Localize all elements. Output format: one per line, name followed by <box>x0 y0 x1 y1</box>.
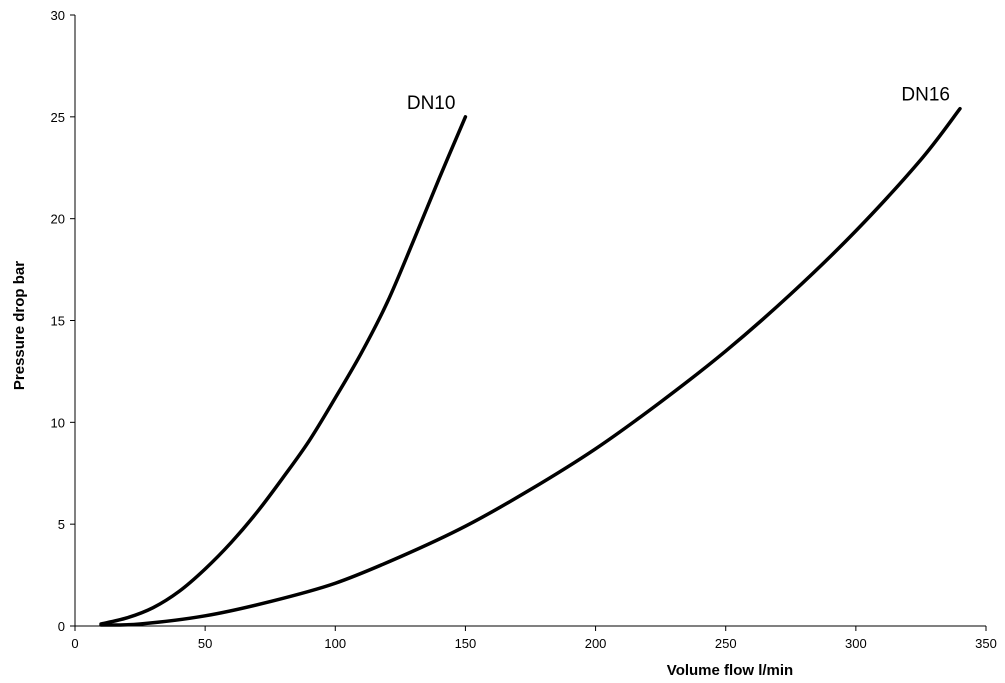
y-tick-label: 15 <box>51 314 65 329</box>
y-tick-label: 30 <box>51 8 65 23</box>
x-tick-label: 300 <box>845 636 867 651</box>
series-labels: DN10 DN16 <box>407 85 950 114</box>
x-tick-label: 200 <box>585 636 607 651</box>
x-tick-label: 250 <box>715 636 737 651</box>
y-axis-title: Pressure drop bar <box>11 261 28 390</box>
x-tick-label: 100 <box>324 636 346 651</box>
y-tick-label: 25 <box>51 110 65 125</box>
series-label-dn10: DN10 <box>407 93 456 114</box>
y-axis-ticks: 0 5 10 15 20 25 30 <box>51 8 75 634</box>
series-label-dn16: DN16 <box>901 85 950 106</box>
y-tick-label: 10 <box>51 415 65 430</box>
series-line-dn10 <box>99 115 468 626</box>
y-tick-label: 5 <box>58 517 65 532</box>
series-line-dn16 <box>99 106 962 627</box>
x-axis-title: Volume flow l/min <box>667 662 793 679</box>
y-tick-label: 20 <box>51 212 65 227</box>
x-tick-label: 150 <box>455 636 477 651</box>
x-tick-label: 0 <box>71 636 78 651</box>
y-tick-label: 0 <box>58 619 65 634</box>
x-tick-label: 350 <box>975 636 997 651</box>
series-lines <box>99 106 962 627</box>
x-axis-ticks: 0 50 100 150 200 250 300 350 <box>71 626 997 651</box>
x-tick-label: 50 <box>198 636 212 651</box>
chart-axes <box>74 15 986 627</box>
